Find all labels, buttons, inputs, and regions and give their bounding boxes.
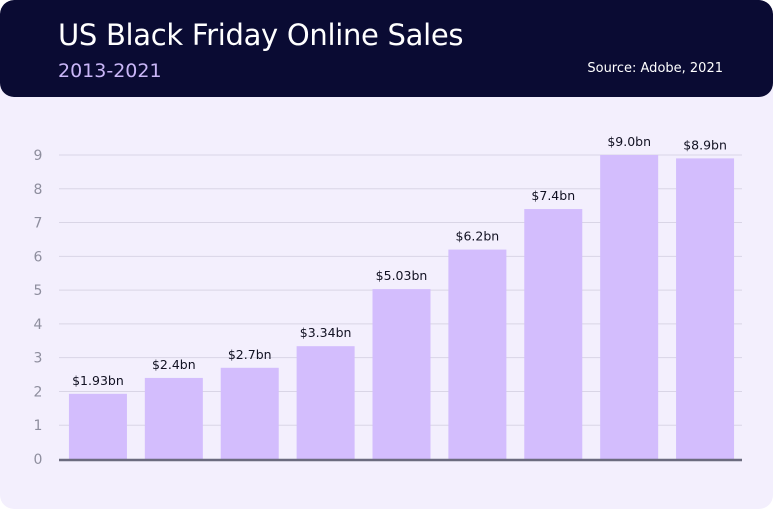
y-axis-ticks: 0 1 2 3 4 5 6 7 8 9 [34, 148, 43, 468]
y-tick-label: 3 [34, 351, 43, 367]
bar [524, 209, 583, 459]
y-tick-label: 6 [34, 249, 43, 265]
y-tick-label: 2 [34, 384, 43, 400]
y-tick-label: 0 [34, 452, 43, 468]
bar-value-label: $5.03bn [376, 268, 428, 283]
bar-value-label: $2.4bn [152, 357, 196, 372]
bar [372, 289, 431, 459]
bar [600, 155, 659, 459]
bars [68, 155, 735, 459]
bar [220, 367, 279, 459]
chart-header: US Black Friday Online Sales 2013-2021 S… [0, 0, 773, 97]
bar-value-label: $3.34bn [300, 325, 352, 340]
data-labels: $1.93bn $2.4bn $2.7bn $3.34bn $5.03bn $6.2bn $… [72, 134, 727, 388]
bar-value-label: $6.2bn [456, 229, 500, 244]
y-tick-label: 4 [34, 317, 43, 333]
chart-title: US Black Friday Online Sales [58, 18, 464, 52]
y-tick-label: 9 [34, 148, 43, 164]
y-tick-label: 8 [34, 182, 43, 198]
bar-value-label: $1.93bn [72, 373, 124, 388]
y-tick-label: 1 [34, 418, 43, 434]
bar [448, 249, 507, 459]
bar-chart: 0 1 2 3 4 5 6 7 8 9 $1.93bn $2.4bn $2.7bn $3.34bn $5.… [34, 134, 742, 468]
source-note: Source: Adobe, 2021 [587, 61, 723, 76]
bar [676, 158, 735, 459]
bar-value-label: $7.4bn [531, 188, 575, 203]
y-tick-label: 5 [34, 283, 43, 299]
bar-value-label: $2.7bn [228, 347, 272, 362]
bar [144, 377, 203, 459]
y-tick-label: 7 [34, 216, 43, 232]
chart-subtitle: 2013-2021 [58, 60, 162, 82]
bar-value-label: $8.9bn [683, 137, 727, 152]
bar [68, 393, 127, 459]
bar [296, 346, 355, 459]
bar-value-label: $9.0bn [607, 134, 651, 149]
